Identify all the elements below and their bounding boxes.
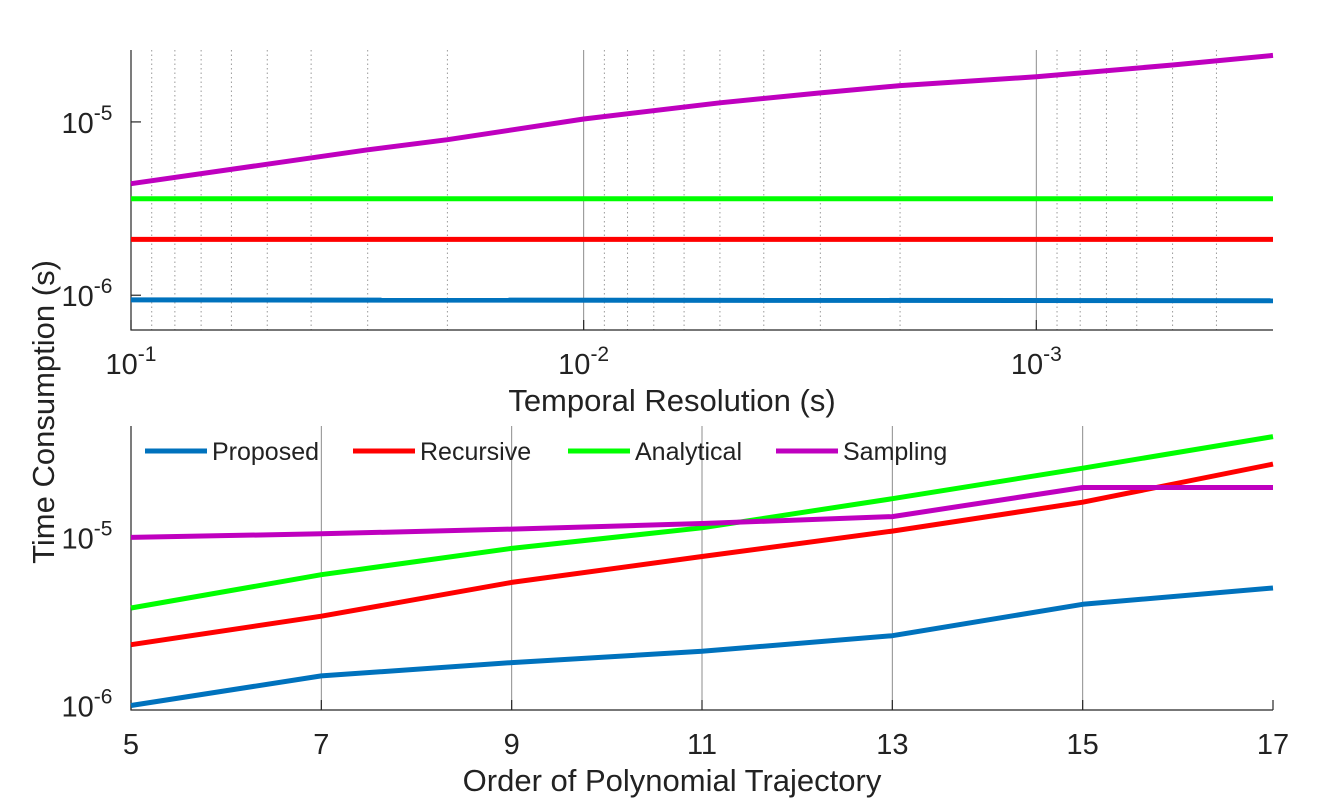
y-tick-label: 10-6	[62, 275, 113, 313]
legend-label-sampling: Sampling	[843, 438, 947, 466]
legend: Proposed Recursive Analytical Sampling	[145, 438, 947, 466]
x-tick-label: 15	[1067, 729, 1099, 761]
x-tick-label: 17	[1257, 729, 1289, 761]
y-tick-label: 10-5	[62, 102, 113, 140]
y-axis-title: Time Consumption (s)	[26, 260, 61, 564]
series-line-proposed	[130, 585, 1274, 708]
top-panel: 10-5 10-6 10-1 10-2 10-3 Temporal Resolution …	[62, 50, 1274, 418]
series-line-analytical	[130, 434, 1274, 611]
series-line-recursive	[130, 461, 1274, 648]
x-tick-label: 10-2	[558, 343, 609, 381]
series-line-sampling	[130, 52, 1274, 187]
legend-label-proposed: Proposed	[212, 438, 319, 466]
series-line-sampling	[130, 485, 1273, 540]
x-tick-label: 5	[123, 729, 139, 761]
series-group	[130, 52, 1274, 304]
x-tick-label: 7	[313, 729, 329, 761]
legend-label-recursive: Recursive	[420, 438, 531, 466]
grid	[151, 50, 1217, 330]
x-tick-label: 11	[687, 729, 717, 761]
series-line-proposed	[130, 297, 1274, 304]
x-axis-title: Temporal Resolution (s)	[508, 383, 835, 418]
bottom-panel: 10-5 10-6 5 7 9 11 13 15 17 Order of Polynomial T…	[62, 426, 1289, 798]
axes-frame	[130, 50, 1273, 331]
y-tick-label: 10-5	[62, 517, 113, 555]
x-tick-label: 13	[876, 729, 908, 761]
legend-label-analytical: Analytical	[635, 438, 742, 466]
series-group	[130, 434, 1274, 708]
y-tick-label: 10-6	[62, 685, 113, 723]
x-tick-label: 10-3	[1011, 343, 1062, 381]
x-tick-label: 9	[504, 729, 520, 761]
x-axis-title: Order of Polynomial Trajectory	[463, 763, 882, 798]
x-tick-label: 10-1	[106, 343, 157, 381]
